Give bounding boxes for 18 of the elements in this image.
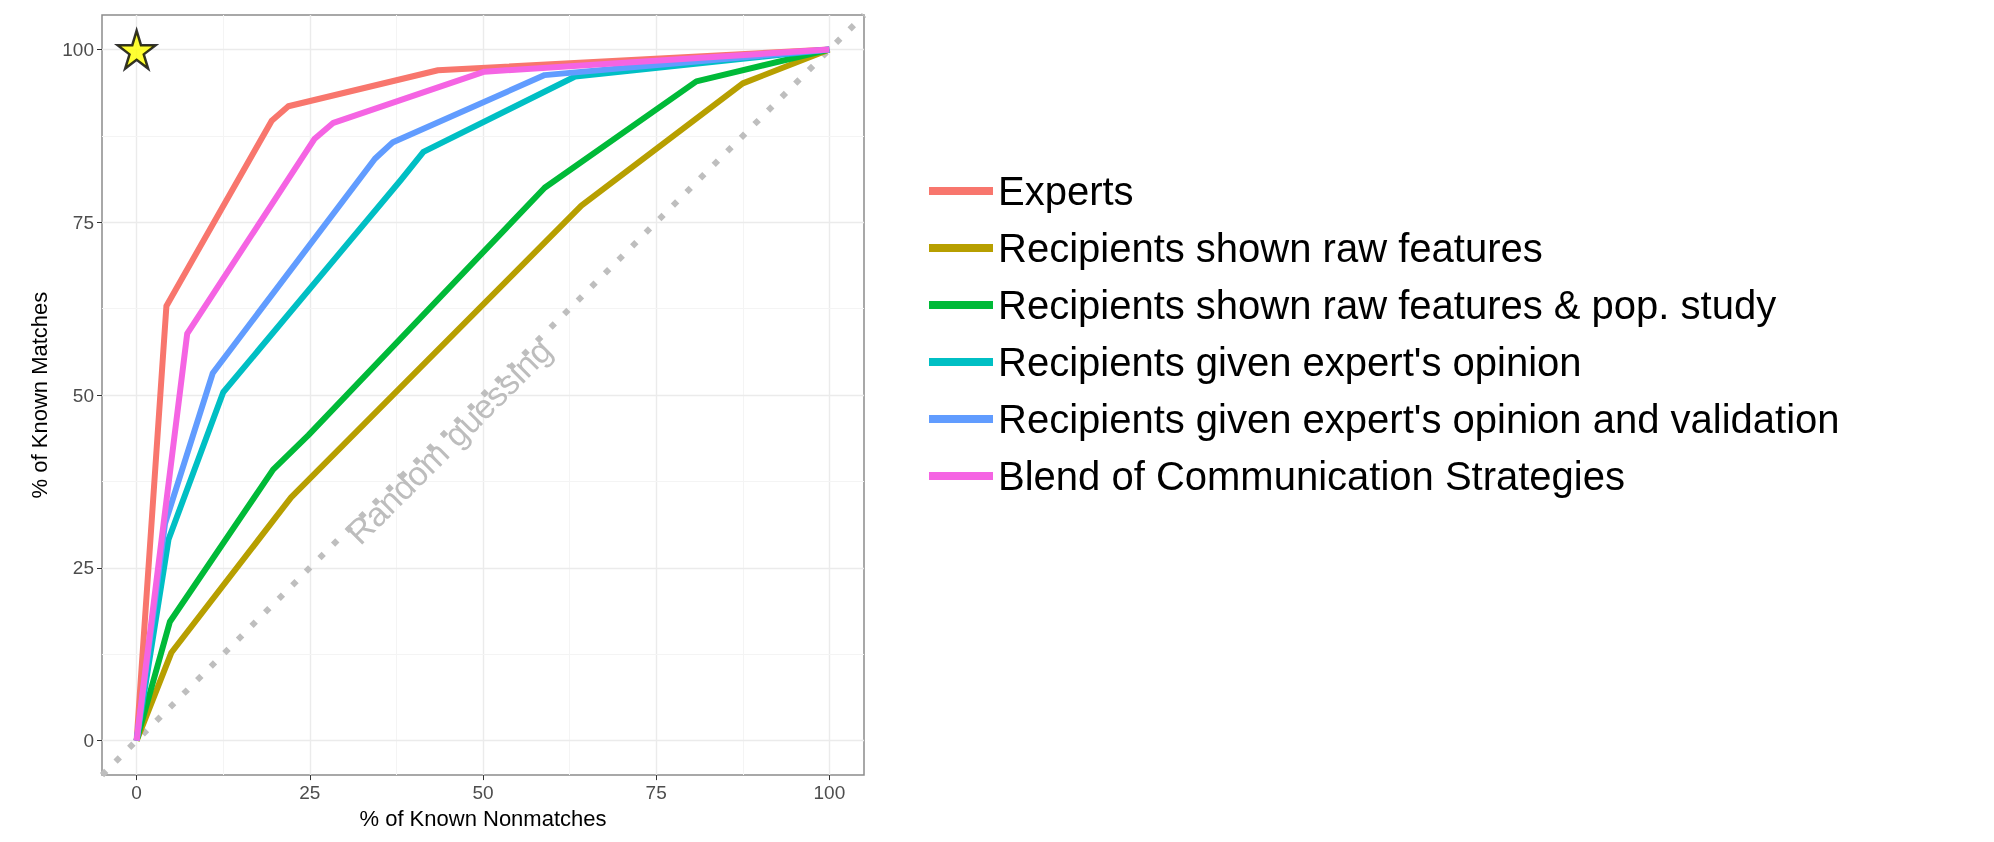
x-tick-label: 75 xyxy=(645,782,667,804)
legend-label: Recipients shown raw features & pop. study xyxy=(998,283,1777,327)
legend-label: Blend of Communication Strategies xyxy=(998,454,1625,498)
y-tick-label: 50 xyxy=(72,384,94,406)
x-axis-title: % of Known Nonmatches xyxy=(359,805,607,831)
y-axis-title: % of Known Matches xyxy=(26,291,52,499)
y-tick-label: 25 xyxy=(72,557,94,579)
x-tick-label: 0 xyxy=(131,782,142,804)
y-tick-label: 0 xyxy=(83,730,94,752)
legend-label: Recipients shown raw features xyxy=(998,226,1543,270)
x-tick-label: 100 xyxy=(813,782,846,804)
x-tick-label: 50 xyxy=(472,782,494,804)
y-tick-label: 75 xyxy=(72,211,94,233)
x-tick-label: 25 xyxy=(299,782,321,804)
legend-label: Experts xyxy=(998,169,1134,213)
legend-label: Recipients given expert's opinion xyxy=(998,340,1582,384)
y-tick-label: 100 xyxy=(62,39,94,61)
legend-label: Recipients given expert's opinion and validation xyxy=(998,397,1840,441)
